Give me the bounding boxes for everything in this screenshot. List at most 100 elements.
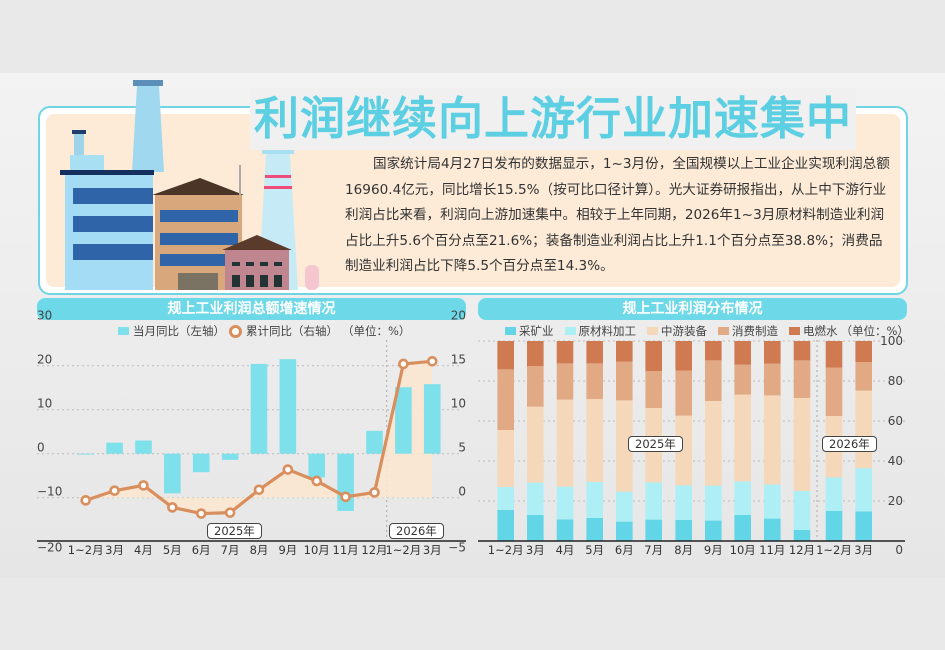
stacked-segment (793, 341, 811, 361)
stacked-segment (734, 515, 751, 541)
page-title: 利润继续向上游行业加速集中 (250, 88, 857, 150)
right-chart-legend: 采矿业 原材料加工 中游装备 消费制造 电燃水 （单位：%） (505, 323, 909, 339)
monthly-bar (395, 387, 412, 454)
right-axis-tick: −5 (448, 541, 466, 555)
right-chart-title: 规上工业利润分布情况 (478, 298, 907, 320)
x-axis-label: 9月 (278, 543, 297, 557)
stacked-segment (734, 341, 751, 365)
legend-label: 电燃水 (803, 324, 838, 338)
stacked-segment (825, 511, 843, 541)
cumulative-point (340, 491, 351, 503)
stacked-segment (825, 477, 843, 511)
legend-swatch (647, 327, 658, 335)
x-axis-label: 11月 (333, 543, 359, 557)
cumulative-point (426, 355, 438, 367)
stacked-segment (705, 341, 722, 361)
stacked-segment (616, 491, 633, 522)
stacked-segment (675, 341, 692, 371)
x-axis-label: 1~2月 (68, 543, 104, 557)
stacked-segment (855, 390, 872, 469)
right-axis-tick: 20 (451, 309, 466, 323)
stacked-segment (705, 485, 722, 521)
x-axis-label: 10月 (730, 543, 756, 557)
left-axis-tick: 0 (37, 441, 45, 455)
stacked-segment (675, 415, 692, 486)
x-axis-label: 8月 (674, 543, 693, 557)
stacked-segment (586, 482, 603, 518)
legend-swatch (505, 327, 516, 335)
monthly-bar (366, 430, 383, 454)
monthly-bar (106, 442, 123, 454)
x-axis-label: 3月 (854, 543, 873, 557)
right-axis-tick: 5 (458, 441, 466, 455)
legend-monthly: 当月同比（左轴） (133, 324, 225, 338)
stacked-segment (793, 360, 811, 398)
stacked-segment (527, 515, 544, 541)
legend-swatch (718, 327, 729, 335)
stacked-segment (793, 398, 811, 491)
left-axis-tick: 30 (37, 309, 52, 323)
y-axis-tick: 40 (888, 454, 903, 468)
x-axis-label: 4月 (556, 543, 575, 557)
cumulative-point (138, 480, 149, 491)
cumulative-point (369, 487, 380, 498)
year-label-2026-left: 2026年 (389, 523, 444, 539)
stacked-segment (645, 341, 662, 371)
stacked-segment (793, 530, 811, 541)
stacked-segment (705, 360, 722, 401)
cumulative-point (224, 507, 236, 518)
stacked-segment (556, 519, 574, 541)
cumulative-point (109, 485, 120, 496)
cumulative-point (253, 484, 265, 496)
stacked-segment (764, 363, 781, 396)
x-axis-label: 10月 (304, 543, 330, 557)
x-axis-label: 3月 (105, 543, 124, 557)
x-axis-label: 3月 (423, 543, 442, 557)
stacked-segment (734, 481, 751, 515)
monthly-bar (308, 453, 326, 478)
stacked-segment (586, 363, 603, 399)
monthly-bar (423, 384, 441, 454)
monthly-bar (221, 453, 239, 460)
monthly-bar (164, 453, 181, 494)
y-axis-tick: 100 (880, 334, 903, 348)
left-axis-tick: −20 (37, 541, 62, 555)
x-axis-label: 5月 (163, 543, 182, 557)
x-axis-label: 9月 (704, 543, 723, 557)
legend-label: 原材料加工 (578, 324, 637, 338)
cumulative-point (195, 508, 207, 519)
legend-swatch (564, 327, 576, 335)
stacked-segment (675, 520, 692, 541)
stacked-segment (527, 366, 544, 407)
stacked-segment (793, 491, 811, 530)
x-axis-label: 1~2月 (816, 543, 852, 557)
stacked-segment (586, 518, 603, 541)
monthly-bar (279, 359, 297, 454)
x-axis-label: 12月 (789, 543, 815, 557)
stacked-segment (855, 468, 872, 512)
x-axis-label: 4月 (134, 543, 153, 557)
stacked-segment (556, 399, 574, 487)
stacked-segment (586, 399, 603, 482)
stacked-segment (825, 367, 843, 416)
x-axis-label: 1~2月 (385, 543, 421, 557)
stacked-segment (497, 487, 514, 510)
stacked-segment (586, 341, 603, 364)
stacked-segment (734, 364, 751, 395)
year-label-2025-left: 2025年 (207, 523, 262, 539)
stacked-segment (527, 341, 544, 366)
stacked-segment (855, 511, 872, 541)
stacked-segment (616, 341, 633, 362)
year-label-2025-right: 2025年 (628, 436, 683, 452)
left-chart-legend: 当月同比（左轴） 累计同比（右轴） （单位：%） (118, 323, 410, 339)
right-axis-tick: 15 (451, 353, 466, 367)
x-axis-label: 8月 (250, 543, 269, 557)
stacked-segment (855, 362, 872, 391)
legend-label: 消费制造 (732, 324, 778, 338)
legend-swatch (789, 327, 800, 335)
stacked-segment (527, 406, 544, 483)
stacked-segment (616, 521, 633, 541)
cumulative-point (398, 358, 409, 370)
